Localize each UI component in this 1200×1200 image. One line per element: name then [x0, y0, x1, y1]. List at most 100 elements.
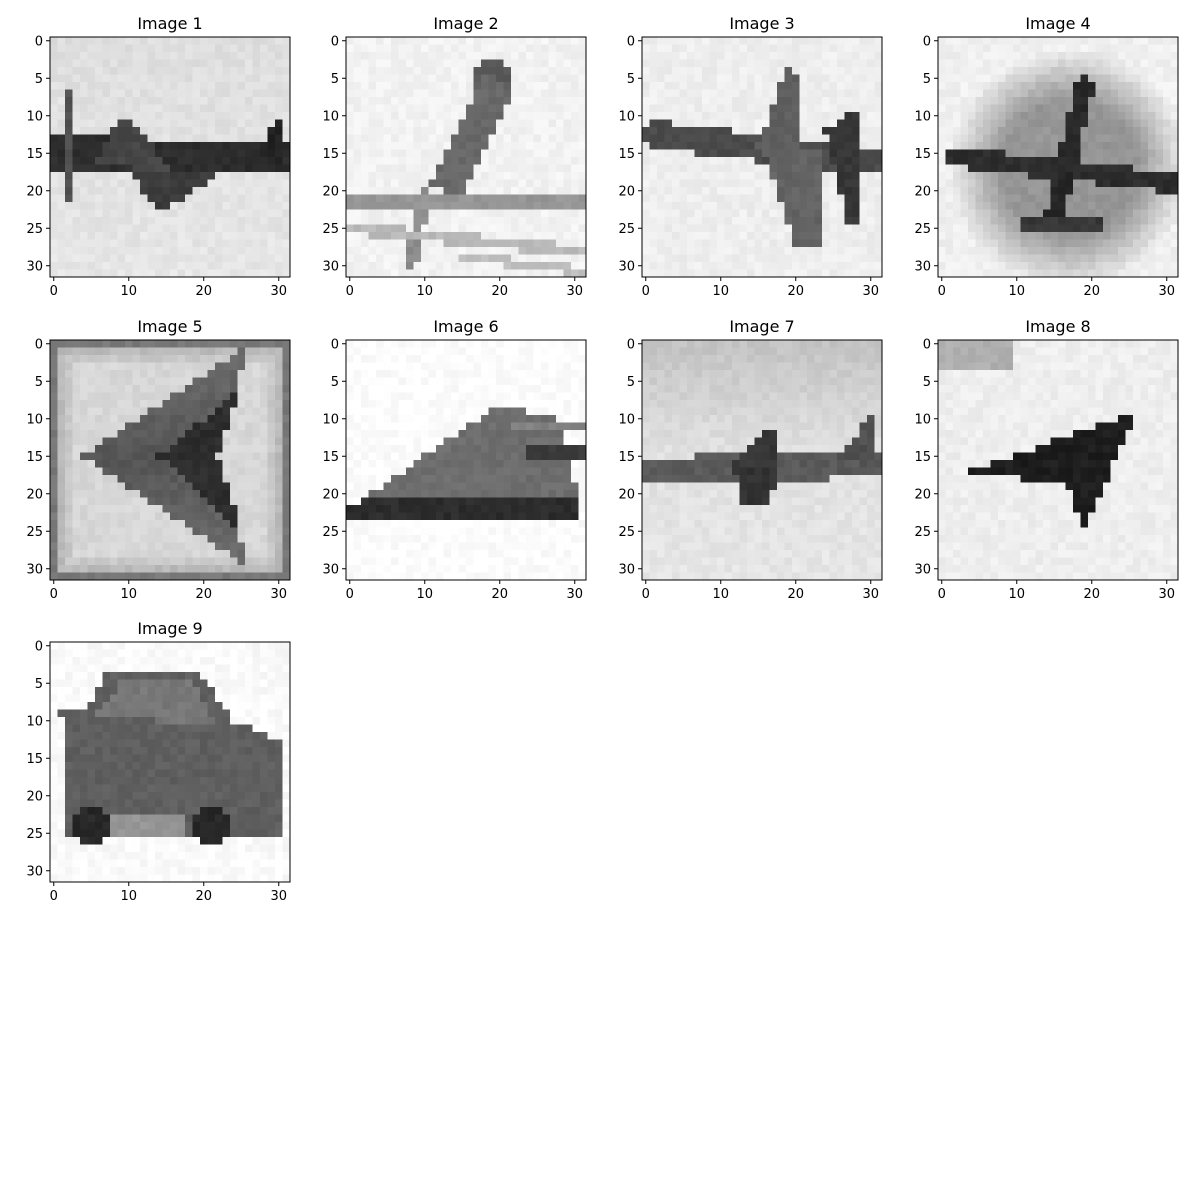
axes-frame — [937, 36, 1179, 278]
x-tick-label: 0 — [346, 587, 354, 602]
y-tick-label: 5 — [627, 375, 635, 390]
x-tick-label: 10 — [416, 587, 433, 602]
y-tick-label: 10 — [322, 109, 339, 124]
x-tick-label: 0 — [642, 284, 650, 299]
y-tick-label: 15 — [618, 147, 635, 162]
panel-title: Image 9 — [137, 619, 202, 638]
y-tick-label: 30 — [322, 562, 339, 577]
panel-image — [50, 37, 291, 278]
x-tick-label: 10 — [120, 889, 137, 904]
x-tick-label: 10 — [1008, 284, 1025, 299]
x-tick-label: 20 — [491, 587, 508, 602]
y-tick-label: 30 — [618, 259, 635, 274]
y-tick-label: 0 — [35, 639, 43, 654]
x-tick-label: 30 — [270, 889, 287, 904]
panel-image — [346, 37, 587, 278]
y-tick-label: 10 — [618, 109, 635, 124]
y-tick-label: 25 — [26, 222, 43, 237]
panel-title: Image 4 — [1025, 14, 1090, 33]
panel-6: Image 6 0 10 20 30 0 5 10 15 20 25 30 — [322, 317, 587, 602]
y-tick-label: 10 — [914, 412, 931, 427]
panel-8: Image 8 0 10 20 30 0 5 10 15 20 25 30 — [914, 317, 1179, 602]
panel-3: Image 3 0 10 20 30 0 5 10 15 20 25 30 — [618, 14, 883, 299]
y-tick-label: 20 — [618, 184, 635, 199]
y-tick-label: 20 — [322, 184, 339, 199]
y-tick-label: 5 — [923, 375, 931, 390]
axes-frame — [49, 36, 291, 278]
x-tick-label: 30 — [270, 284, 287, 299]
y-tick-label: 15 — [26, 752, 43, 767]
x-tick-label: 10 — [712, 284, 729, 299]
x-tick-label: 30 — [566, 587, 583, 602]
panel-image — [50, 340, 291, 581]
panel-image — [642, 340, 883, 581]
y-tick-label: 0 — [627, 34, 635, 49]
panel-image — [346, 340, 587, 581]
x-tick-label: 20 — [787, 284, 804, 299]
y-tick-label: 30 — [618, 562, 635, 577]
panel-title: Image 1 — [137, 14, 202, 33]
y-tick-label: 0 — [923, 34, 931, 49]
y-tick-label: 10 — [26, 109, 43, 124]
panel-5: Image 5 0 10 20 30 0 5 10 15 20 25 30 — [26, 317, 291, 602]
axes-frame — [345, 36, 587, 278]
axes-frame — [641, 36, 883, 278]
y-tick-label: 0 — [35, 34, 43, 49]
y-tick-label: 10 — [322, 412, 339, 427]
x-tick-label: 30 — [566, 284, 583, 299]
panel-2: Image 2 0 10 20 30 0 5 10 15 20 25 30 — [322, 14, 587, 299]
y-tick-label: 30 — [26, 562, 43, 577]
panel-title: Image 8 — [1025, 317, 1090, 336]
y-tick-label: 20 — [26, 789, 43, 804]
y-tick-label: 10 — [914, 109, 931, 124]
y-tick-label: 0 — [331, 337, 339, 352]
y-tick-label: 25 — [322, 222, 339, 237]
panel-7: Image 7 0 10 20 30 0 5 10 15 20 25 30 — [618, 317, 883, 602]
panel-title: Image 5 — [137, 317, 202, 336]
y-tick-label: 25 — [618, 222, 635, 237]
y-tick-label: 10 — [618, 412, 635, 427]
y-tick-label: 30 — [914, 562, 931, 577]
y-tick-label: 25 — [618, 525, 635, 540]
y-tick-label: 30 — [26, 864, 43, 879]
axes-frame — [937, 339, 1179, 581]
panel-title: Image 7 — [729, 317, 794, 336]
y-tick-label: 20 — [914, 487, 931, 502]
panel-9: Image 9 0 10 20 30 0 5 10 15 20 25 30 — [26, 619, 291, 904]
axes-frame — [49, 641, 291, 883]
y-tick-label: 15 — [322, 147, 339, 162]
y-tick-label: 5 — [35, 375, 43, 390]
x-tick-label: 30 — [862, 284, 879, 299]
y-tick-label: 30 — [26, 259, 43, 274]
y-tick-label: 5 — [331, 375, 339, 390]
y-tick-label: 5 — [331, 72, 339, 87]
y-tick-label: 5 — [35, 72, 43, 87]
panel-image — [50, 642, 291, 883]
panel-title: Image 2 — [433, 14, 498, 33]
axes-frame — [345, 339, 587, 581]
y-tick-label: 15 — [26, 147, 43, 162]
y-tick-label: 25 — [26, 525, 43, 540]
axes-frame — [641, 339, 883, 581]
y-tick-label: 0 — [35, 337, 43, 352]
panel-image — [938, 340, 1179, 581]
axes-frame — [49, 339, 291, 581]
y-tick-label: 15 — [914, 147, 931, 162]
y-tick-label: 0 — [923, 337, 931, 352]
y-tick-label: 15 — [914, 450, 931, 465]
y-tick-label: 10 — [26, 412, 43, 427]
y-tick-label: 5 — [923, 72, 931, 87]
y-tick-label: 5 — [35, 677, 43, 692]
x-tick-label: 10 — [120, 284, 137, 299]
x-tick-label: 30 — [862, 587, 879, 602]
y-tick-label: 30 — [914, 259, 931, 274]
x-tick-label: 20 — [195, 587, 212, 602]
x-tick-label: 20 — [195, 889, 212, 904]
x-tick-label: 0 — [938, 284, 946, 299]
x-tick-label: 10 — [1008, 587, 1025, 602]
y-tick-label: 20 — [26, 487, 43, 502]
panel-1: Image 1 0 10 20 30 0 5 10 15 20 25 30 — [26, 14, 291, 299]
x-tick-label: 10 — [712, 587, 729, 602]
y-tick-label: 25 — [914, 525, 931, 540]
